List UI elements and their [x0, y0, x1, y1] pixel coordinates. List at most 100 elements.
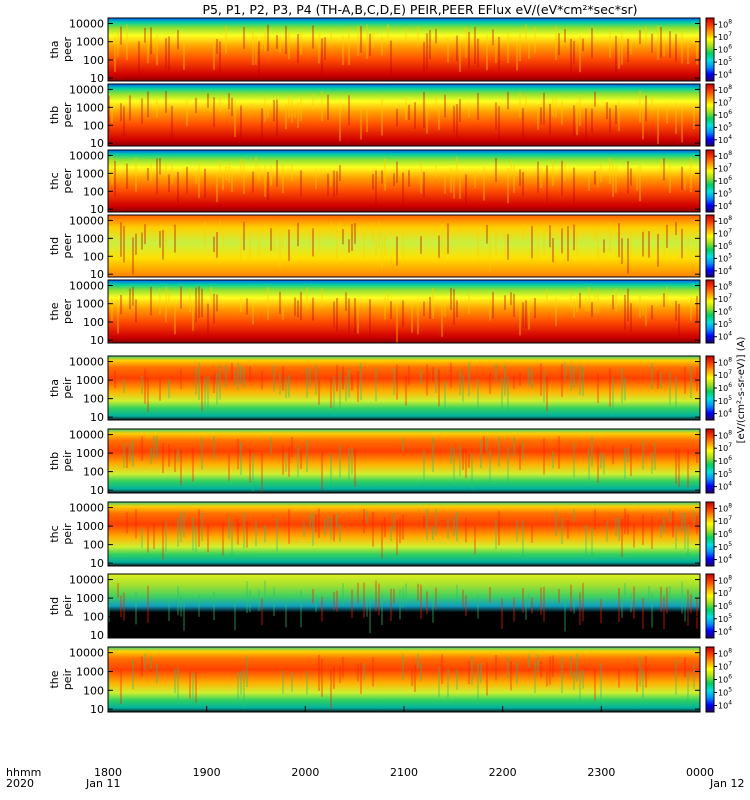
texture-stripe — [192, 303, 194, 331]
texture-stripe — [357, 582, 359, 604]
energy-tick-label: 100 — [83, 54, 104, 67]
texture-stripe — [264, 525, 266, 543]
texture-stripe — [585, 524, 587, 561]
texture-stripe — [282, 301, 284, 320]
energy-tick-label: 10 — [90, 557, 104, 570]
energy-tick-label: 10 — [90, 629, 104, 642]
panel-label-species: peer — [61, 233, 74, 259]
texture-stripe — [570, 291, 572, 308]
texture-stripe — [594, 293, 596, 314]
colorbar-tick-label: 107 — [718, 587, 732, 598]
texture-stripe — [570, 365, 572, 391]
texture-stripe — [126, 447, 128, 469]
texture-stripe — [495, 654, 497, 680]
texture-stripe — [630, 229, 632, 258]
texture-stripe — [210, 286, 212, 308]
texture-stripe — [621, 367, 623, 404]
end-date-label: Jan 12 — [709, 777, 744, 790]
texture-stripe — [153, 436, 155, 460]
texture-stripe — [120, 26, 122, 45]
texture-stripe — [165, 38, 167, 69]
texture-stripe — [255, 156, 257, 174]
texture-stripe — [126, 512, 128, 534]
colorbar-tick-exponent: 7 — [728, 293, 732, 300]
spectrogram-texture — [108, 508, 698, 561]
texture-stripe — [249, 590, 251, 613]
texture-stripe — [399, 518, 401, 544]
texture-stripe — [573, 442, 575, 478]
panel-label-probe: thc — [48, 525, 61, 542]
texture-stripe — [342, 583, 344, 607]
energy-tick-label: 1000 — [76, 447, 104, 460]
texture-stripe — [615, 517, 617, 537]
energy-tick-label: 10 — [90, 137, 104, 150]
texture-stripe — [423, 515, 425, 529]
colorbar-tick-exponent: 8 — [728, 429, 732, 436]
energy-tick-label: 10 — [90, 203, 104, 216]
texture-stripe — [282, 366, 284, 391]
texture-stripe — [363, 663, 365, 681]
texture-stripe — [198, 286, 200, 318]
texture-stripe — [594, 91, 596, 107]
colorbar — [705, 501, 715, 567]
texture-stripe — [534, 661, 536, 694]
texture-stripe — [456, 669, 458, 690]
texture-stripe — [177, 518, 179, 547]
texture-stripe — [450, 287, 452, 310]
texture-stripe — [357, 303, 359, 334]
colorbar-tick-label: 107 — [718, 515, 732, 526]
texture-stripe — [531, 597, 533, 614]
texture-stripe — [402, 300, 404, 327]
texture-stripe — [504, 235, 506, 258]
texture-stripe — [540, 168, 542, 189]
texture-stripe — [624, 508, 626, 535]
texture-stripe — [642, 106, 644, 140]
colorbar-tick-label: 108 — [718, 574, 732, 585]
energy-tick-label: 100 — [83, 185, 104, 198]
texture-stripe — [630, 39, 632, 55]
texture-stripe — [486, 437, 488, 452]
texture-stripe — [306, 287, 308, 309]
colorbar-tick-label: 107 — [718, 442, 732, 453]
texture-stripe — [564, 362, 566, 381]
texture-stripe — [507, 91, 509, 110]
texture-stripe — [195, 97, 197, 114]
texture-stripe — [288, 95, 290, 119]
texture-stripe — [696, 448, 698, 463]
texture-stripe — [300, 451, 302, 469]
texture-stripe — [162, 443, 164, 474]
texture-stripe — [639, 294, 641, 318]
texture-stripe — [561, 228, 563, 254]
texture-stripe — [204, 168, 206, 198]
texture-stripe — [618, 669, 620, 688]
texture-stripe — [645, 26, 647, 42]
texture-stripe — [390, 40, 392, 78]
colorbar-tick-exponent: 4 — [728, 331, 732, 338]
texture-stripe — [513, 293, 515, 317]
texture-stripe — [675, 34, 677, 62]
texture-stripe — [582, 366, 584, 397]
texture-stripe — [120, 294, 122, 315]
panel-label-probe: tha — [48, 379, 61, 397]
colorbar-tick-exponent: 6 — [728, 109, 732, 116]
texture-stripe — [651, 33, 653, 53]
texture-stripe — [600, 662, 602, 700]
energy-tick-label: 10000 — [69, 17, 104, 30]
energy-tick-label: 1000 — [76, 592, 104, 605]
texture-stripe — [255, 520, 257, 547]
texture-stripe — [180, 449, 182, 486]
texture-stripe — [420, 236, 422, 254]
texture-stripe — [543, 223, 545, 255]
texture-stripe — [288, 509, 290, 544]
texture-stripe — [498, 510, 500, 546]
texture-stripe — [312, 512, 314, 547]
texture-stripe — [453, 448, 455, 482]
texture-stripe — [681, 29, 683, 64]
colorbar-tick-exponent: 5 — [728, 687, 732, 694]
texture-stripe — [543, 92, 545, 125]
texture-stripe — [159, 288, 161, 315]
texture-stripe — [621, 29, 623, 65]
texture-stripe — [594, 170, 596, 185]
texture-stripe — [366, 510, 368, 525]
texture-stripe — [408, 365, 410, 385]
